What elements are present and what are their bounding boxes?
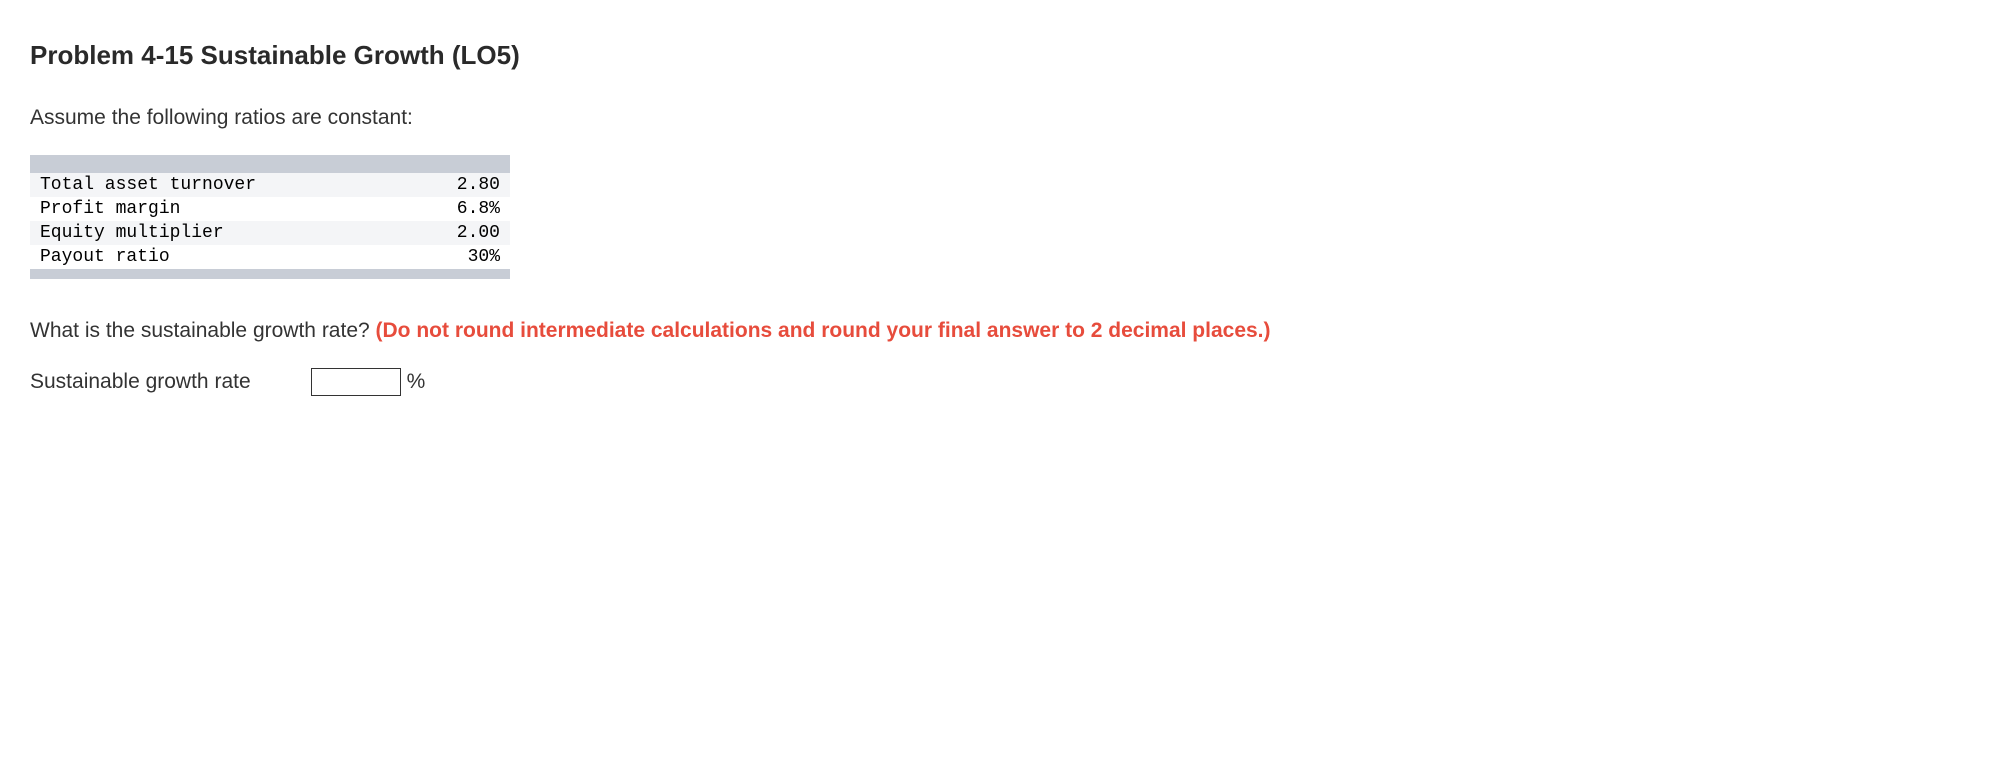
ratio-value: 6.8% — [409, 197, 510, 221]
ratio-label: Profit margin — [30, 197, 409, 221]
answer-label: Sustainable growth rate — [30, 370, 251, 394]
ratio-value: 2.80 — [409, 173, 510, 197]
question-main: What is the sustainable growth rate? — [30, 319, 376, 342]
answer-input[interactable] — [311, 368, 401, 396]
table-row: Total asset turnover 2.80 — [30, 173, 510, 197]
unit-label: % — [407, 370, 426, 394]
ratio-label: Total asset turnover — [30, 173, 409, 197]
ratio-label: Payout ratio — [30, 245, 409, 269]
table-row: Payout ratio 30% — [30, 245, 510, 269]
intro-text: Assume the following ratios are constant… — [30, 106, 1964, 130]
table-row: Equity multiplier 2.00 — [30, 221, 510, 245]
question-instruction: (Do not round intermediate calculations … — [376, 319, 1271, 342]
question-text: What is the sustainable growth rate? (Do… — [30, 319, 1964, 343]
answer-row: Sustainable growth rate % — [30, 368, 1964, 396]
ratio-value: 30% — [409, 245, 510, 269]
table-row: Profit margin 6.8% — [30, 197, 510, 221]
problem-title: Problem 4-15 Sustainable Growth (LO5) — [30, 40, 1964, 71]
ratio-table: Total asset turnover 2.80 Profit margin … — [30, 155, 510, 279]
ratio-value: 2.00 — [409, 221, 510, 245]
ratio-label: Equity multiplier — [30, 221, 409, 245]
